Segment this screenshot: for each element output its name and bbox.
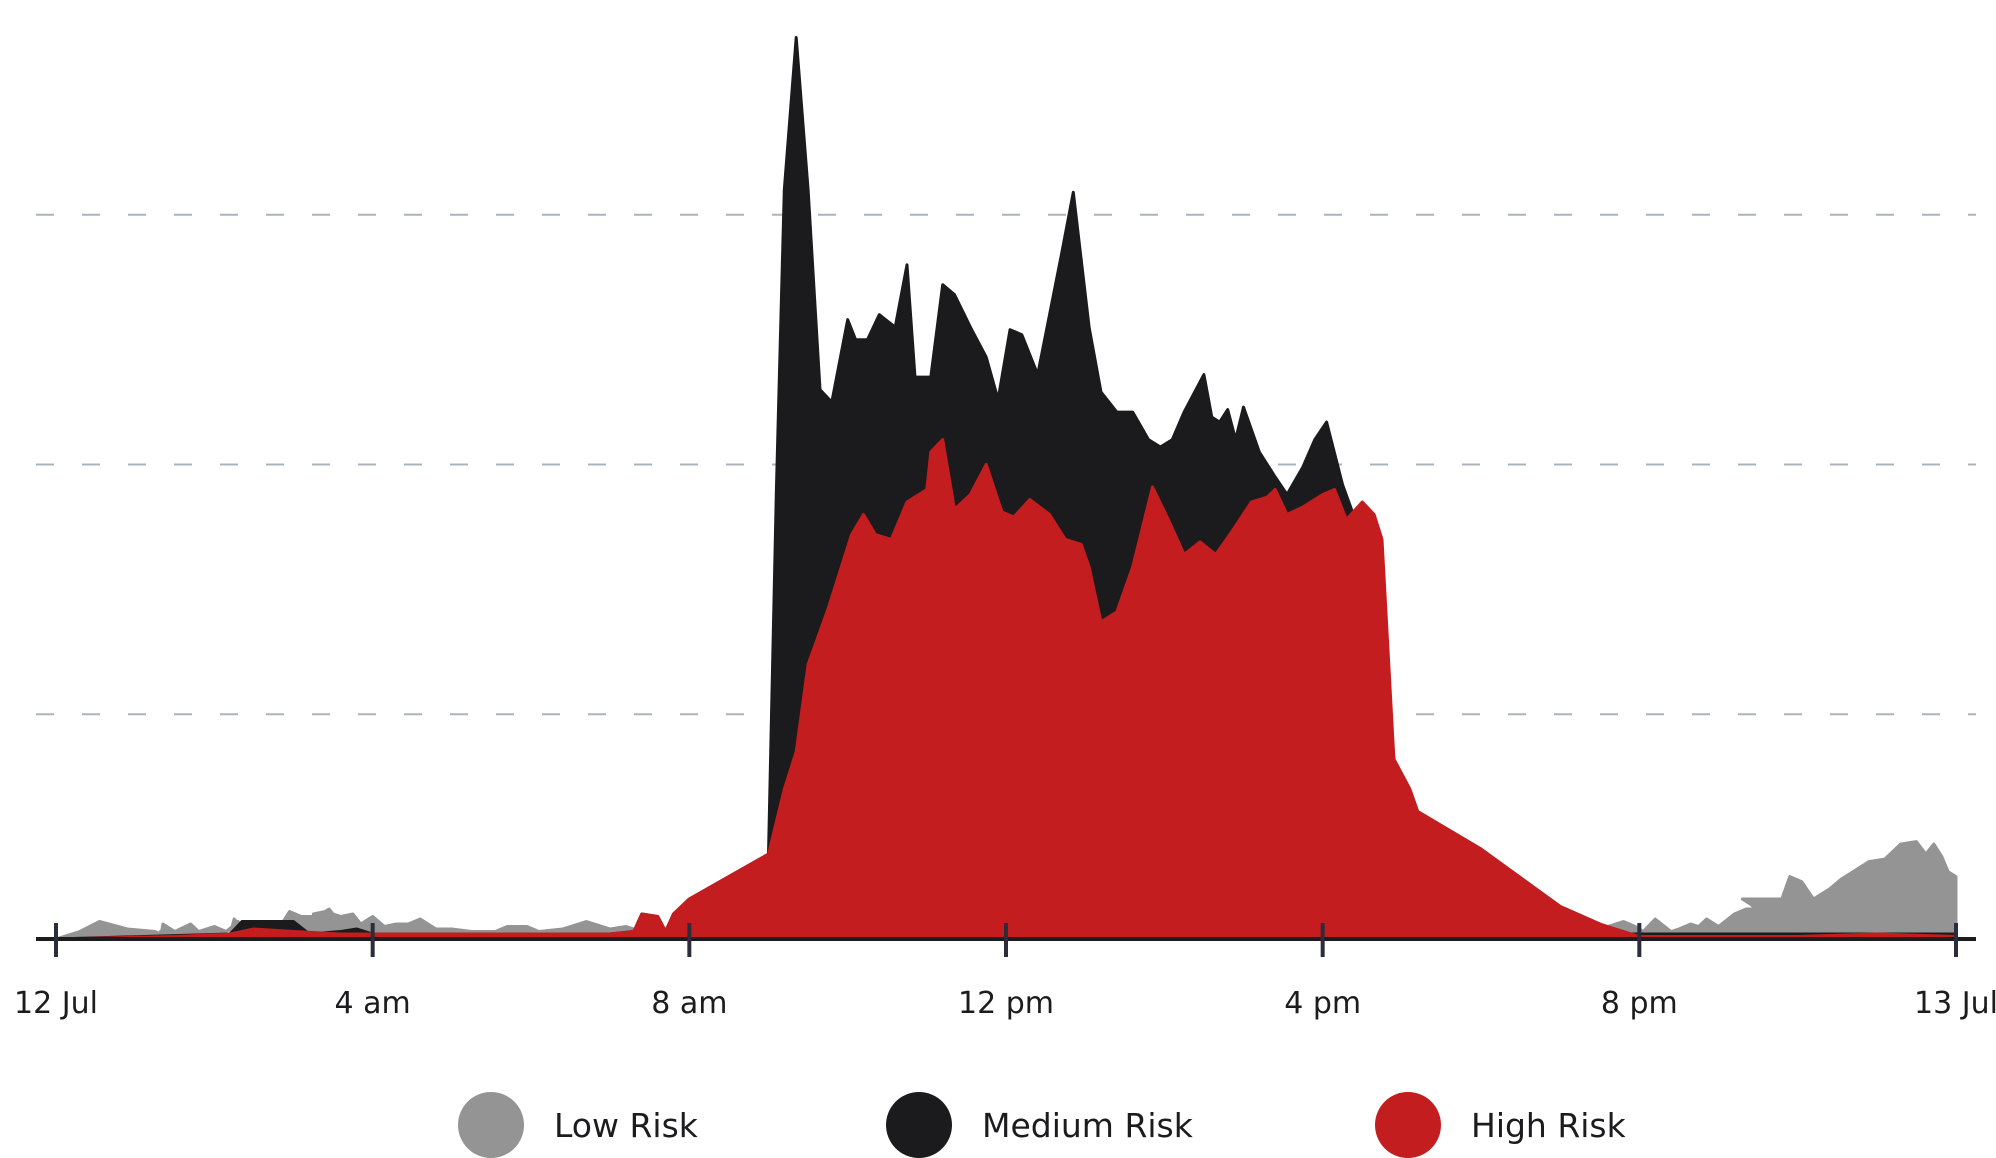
x-tick-label-5: 4 pm (1284, 986, 1361, 1021)
legend-label-medium-risk: Medium Risk (982, 1105, 1193, 1145)
x-tick-label-3: 8 am (651, 986, 727, 1021)
legend-item-low-risk[interactable]: Low Risk (458, 1092, 698, 1158)
legend-swatch-low-risk (458, 1092, 524, 1158)
area-high-risk (54, 438, 1958, 941)
x-tick-label-1: 12 Jul (14, 986, 98, 1021)
series-areas (54, 36, 1958, 941)
legend: Low Risk Medium Risk High Risk (0, 1092, 1996, 1158)
legend-label-low-risk: Low Risk (554, 1105, 698, 1145)
x-tick-label-7: 13 Jul (1914, 986, 1996, 1021)
x-tick-label-6: 8 pm (1601, 986, 1678, 1021)
x-axis: 12 Jul 4 am 8 am 12 pm 4 pm 8 pm 13 Jul (14, 923, 1996, 1021)
legend-item-high-risk[interactable]: High Risk (1375, 1092, 1626, 1158)
legend-swatch-high-risk (1375, 1092, 1441, 1158)
x-tick-label-4: 12 pm (958, 986, 1054, 1021)
legend-item-medium-risk[interactable]: Medium Risk (886, 1092, 1193, 1158)
legend-label-high-risk: High Risk (1471, 1105, 1626, 1145)
legend-swatch-medium-risk (886, 1092, 952, 1158)
x-tick-label-2: 4 am (335, 986, 411, 1021)
